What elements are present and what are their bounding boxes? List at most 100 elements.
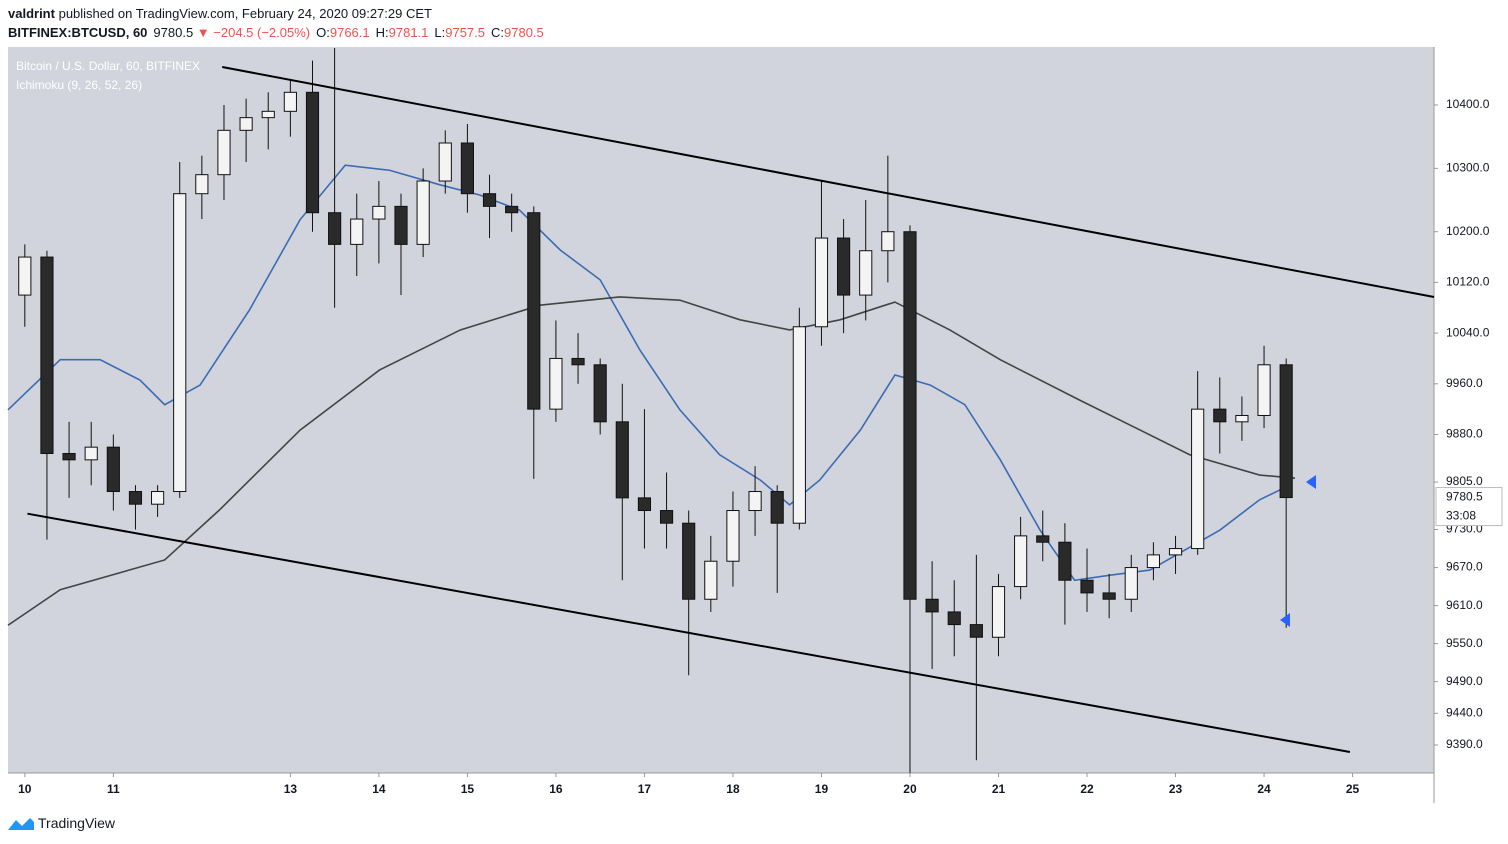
candle-body	[549, 357, 563, 410]
y-tick-label: 9670.0	[1446, 560, 1483, 574]
candle-body	[925, 598, 939, 613]
candle-body	[704, 560, 718, 600]
candle-body	[283, 91, 297, 112]
y-tick-label: 10040.0	[1446, 325, 1490, 339]
publish-line: valdrint published on TradingView.com, F…	[8, 6, 432, 21]
candle-body	[62, 453, 76, 461]
candle-body	[859, 250, 873, 296]
x-tick-label: 19	[815, 782, 829, 796]
candle-body	[460, 142, 474, 195]
x-tick-label: 13	[284, 782, 298, 796]
y-tick-label: 9490.0	[1446, 674, 1483, 688]
x-tick-label: 25	[1346, 782, 1360, 796]
ohlc-key: H:	[375, 25, 389, 40]
x-tick-label: 22	[1080, 782, 1094, 796]
x-tick-label: 24	[1257, 782, 1271, 796]
ohlc-value: 9780.5	[504, 25, 544, 40]
x-tick-label: 18	[726, 782, 740, 796]
marker	[1306, 475, 1316, 489]
y-tick-label: 10300.0	[1446, 161, 1490, 175]
candle-body	[173, 193, 187, 493]
x-tick-label: 21	[992, 782, 1006, 796]
symbol: BITFINEX:BTCUSD, 60	[8, 25, 148, 40]
x-tick-label: 20	[903, 782, 917, 796]
x-tick-label: 15	[461, 782, 475, 796]
candle-body	[659, 510, 674, 524]
candle-body	[593, 364, 607, 423]
x-tick-label: 16	[549, 782, 563, 796]
candle-body	[903, 231, 917, 600]
x-tick-label: 10	[18, 782, 32, 796]
trend-line	[27, 512, 1351, 753]
candle-body	[770, 491, 784, 524]
candle-body	[527, 212, 541, 410]
candle-body	[350, 218, 364, 245]
candle-body	[1235, 414, 1249, 423]
candle-body	[1124, 567, 1138, 600]
y-tick-label: 9880.0	[1446, 427, 1483, 441]
candle-body	[792, 326, 806, 524]
candle-body	[416, 180, 430, 245]
logo	[8, 818, 34, 830]
candle-body	[947, 611, 961, 626]
candle-body	[1168, 548, 1183, 556]
author: valdrint	[8, 6, 55, 21]
y-tick-label: 10200.0	[1446, 224, 1490, 238]
candle-body	[682, 522, 696, 600]
candle-body	[505, 205, 519, 214]
ohlc-key: L:	[434, 25, 446, 40]
candle-body	[814, 237, 829, 328]
candle-body	[571, 357, 585, 366]
candle-body	[748, 491, 762, 512]
candle-body	[991, 586, 1006, 638]
ohlc-value: 9766.1	[329, 25, 370, 40]
price: 9780.5	[153, 25, 194, 40]
y-tick-label: 10400.0	[1446, 97, 1490, 111]
x-tick-label: 11	[107, 782, 120, 796]
candle-body	[637, 497, 652, 512]
footer: TradingView	[38, 815, 115, 831]
symbol-line: BITFINEX:BTCUSD, 60 9780.5 ▼ −204.5 (−2.0…	[8, 25, 544, 40]
x-tick-label: 17	[638, 782, 652, 796]
chart-title: Bitcoin / U.S. Dollar, 60, BITFINEX	[16, 59, 200, 73]
candle-body	[328, 212, 342, 245]
candle-body	[1102, 592, 1116, 600]
layer	[7, 47, 1438, 777]
candle-body	[1146, 554, 1160, 569]
marker	[1280, 613, 1290, 627]
x-tick-label: 23	[1169, 782, 1183, 796]
ohlc-key: O:	[316, 25, 330, 40]
y-tick-label: 9440.0	[1446, 705, 1483, 719]
x-tick-label: 14	[372, 782, 386, 796]
candle-body	[615, 421, 629, 499]
candle-body	[261, 110, 275, 119]
published: published on TradingView.com, February 2…	[58, 6, 432, 21]
candle-body	[217, 129, 231, 176]
y-tick-label: 9550.0	[1446, 636, 1483, 650]
candle-body	[969, 624, 983, 638]
candle-body	[239, 117, 253, 131]
ohlc-key: C:	[491, 25, 504, 40]
candle-body	[40, 256, 54, 455]
candle-body	[1014, 535, 1028, 588]
indicator-line	[7, 296, 1296, 626]
candle-body	[195, 174, 209, 195]
ohlc-value: 9757.5	[445, 25, 485, 40]
y-tick-label: 10120.0	[1446, 275, 1490, 289]
y-tick-label: 9805.0	[1446, 474, 1483, 488]
y-tick-label: 9390.0	[1446, 737, 1483, 751]
chart-subtitle: Ichimoku (9, 26, 52, 26)	[16, 78, 142, 92]
candle-body	[1213, 408, 1227, 423]
candle-body	[84, 446, 98, 461]
brand: TradingView	[38, 815, 116, 831]
candle-body	[837, 237, 851, 296]
candle-body	[1279, 364, 1293, 499]
indicator-line	[7, 164, 1291, 582]
candle-body	[881, 231, 895, 252]
candle-body	[482, 193, 497, 207]
y-tick-label: 9610.0	[1446, 598, 1483, 612]
candle-body	[1191, 408, 1205, 550]
candle-body	[1080, 579, 1094, 594]
